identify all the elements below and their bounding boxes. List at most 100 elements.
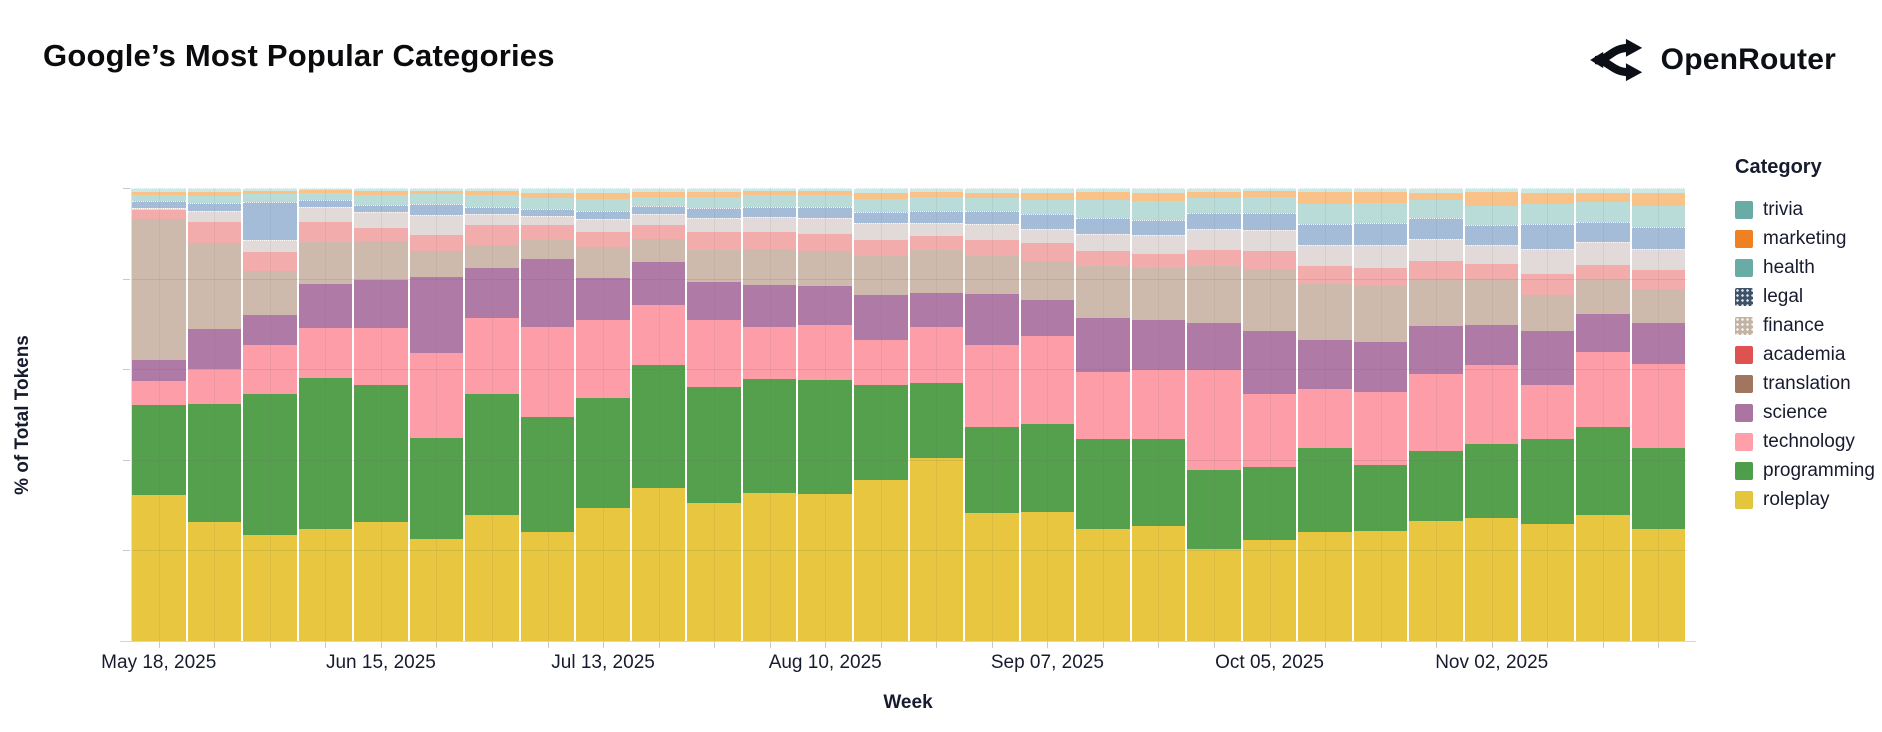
bar-segment-roleplay[interactable] bbox=[798, 494, 852, 641]
bar-segment-academia[interactable] bbox=[965, 239, 1019, 256]
bar-week-nov-09-2025[interactable] bbox=[1520, 188, 1574, 641]
bar-segment-roleplay[interactable] bbox=[965, 512, 1019, 641]
bar-segment-trivia[interactable] bbox=[1520, 188, 1574, 193]
bar-segment-roleplay[interactable] bbox=[1187, 548, 1241, 641]
bar-segment-programming[interactable] bbox=[576, 397, 630, 509]
bar-segment-programming[interactable] bbox=[631, 365, 686, 489]
bar-week-jun-29-2025[interactable] bbox=[465, 188, 519, 641]
bar-segment-marketing[interactable] bbox=[687, 191, 741, 197]
bar-segment-finance[interactable] bbox=[409, 214, 464, 235]
bar-segment-translation[interactable] bbox=[687, 249, 741, 283]
bar-segment-technology[interactable] bbox=[187, 369, 242, 404]
bar-segment-technology[interactable] bbox=[409, 353, 464, 438]
bar-segment-finance[interactable] bbox=[909, 222, 964, 236]
bar-segment-finance[interactable] bbox=[1242, 230, 1297, 252]
bar-segment-technology[interactable] bbox=[798, 324, 852, 381]
legend-item-programming[interactable]: programming bbox=[1735, 456, 1880, 485]
bar-segment-legal[interactable] bbox=[1187, 212, 1241, 230]
bar-segment-marketing[interactable] bbox=[1520, 192, 1574, 204]
bar-segment-translation[interactable] bbox=[854, 255, 908, 295]
bar-segment-legal[interactable] bbox=[1520, 224, 1574, 250]
bar-segment-legal[interactable] bbox=[1631, 226, 1686, 250]
bar-segment-finance[interactable] bbox=[1520, 249, 1574, 275]
bar-segment-finance[interactable] bbox=[687, 217, 741, 232]
bar-segment-marketing[interactable] bbox=[243, 191, 297, 195]
bar-segment-translation[interactable] bbox=[243, 271, 297, 315]
bar-segment-health[interactable] bbox=[1631, 206, 1686, 227]
bar-segment-marketing[interactable] bbox=[1187, 191, 1241, 198]
bar-segment-health[interactable] bbox=[187, 195, 242, 204]
bar-segment-health[interactable] bbox=[1242, 196, 1297, 213]
bar-segment-health[interactable] bbox=[243, 194, 297, 202]
bar-segment-trivia[interactable] bbox=[1076, 188, 1130, 193]
bar-segment-trivia[interactable] bbox=[1187, 188, 1241, 192]
bar-week-may-25-2025[interactable] bbox=[187, 188, 242, 641]
bar-segment-marketing[interactable] bbox=[631, 191, 686, 197]
bar-segment-roleplay[interactable] bbox=[132, 495, 186, 641]
bar-segment-science[interactable] bbox=[1242, 330, 1297, 394]
bar-segment-roleplay[interactable] bbox=[1242, 539, 1297, 641]
bar-segment-academia[interactable] bbox=[1187, 249, 1241, 266]
bar-segment-legal[interactable] bbox=[1020, 214, 1075, 230]
bar-segment-programming[interactable] bbox=[1576, 426, 1630, 516]
bar-segment-health[interactable] bbox=[798, 195, 852, 208]
bar-segment-health[interactable] bbox=[465, 195, 519, 208]
bar-segment-marketing[interactable] bbox=[1242, 191, 1297, 197]
bar-segment-health[interactable] bbox=[1020, 200, 1075, 215]
bar-segment-legal[interactable] bbox=[742, 206, 797, 217]
bar-segment-trivia[interactable] bbox=[1131, 188, 1186, 193]
bar-week-jun-15-2025[interactable] bbox=[354, 188, 408, 641]
bar-segment-finance[interactable] bbox=[1353, 245, 1408, 268]
bar-segment-technology[interactable] bbox=[1076, 371, 1130, 440]
bar-segment-academia[interactable] bbox=[1631, 270, 1686, 289]
bar-segment-finance[interactable] bbox=[1020, 229, 1075, 244]
bar-segment-academia[interactable] bbox=[1520, 274, 1574, 295]
bar-segment-translation[interactable] bbox=[409, 251, 464, 277]
bar-segment-academia[interactable] bbox=[1242, 251, 1297, 270]
bar-segment-health[interactable] bbox=[965, 198, 1019, 212]
bar-segment-translation[interactable] bbox=[742, 248, 797, 285]
bar-segment-programming[interactable] bbox=[243, 393, 297, 535]
bar-segment-programming[interactable] bbox=[1020, 424, 1075, 512]
bar-segment-science[interactable] bbox=[465, 267, 519, 319]
bar-segment-legal[interactable] bbox=[1076, 217, 1130, 234]
bar-segment-legal[interactable] bbox=[1353, 223, 1408, 246]
bar-segment-academia[interactable] bbox=[520, 225, 575, 240]
bar-segment-programming[interactable] bbox=[909, 382, 964, 459]
bar-segment-health[interactable] bbox=[1353, 203, 1408, 224]
bar-segment-science[interactable] bbox=[243, 314, 297, 346]
bar-segment-marketing[interactable] bbox=[187, 191, 242, 196]
bar-segment-trivia[interactable] bbox=[1464, 188, 1519, 193]
bar-segment-trivia[interactable] bbox=[1298, 188, 1352, 193]
bar-segment-health[interactable] bbox=[854, 199, 908, 212]
bar-segment-marketing[interactable] bbox=[909, 191, 964, 198]
bar-segment-science[interactable] bbox=[1298, 340, 1352, 389]
bar-segment-technology[interactable] bbox=[1520, 384, 1574, 439]
bar-segment-technology[interactable] bbox=[1409, 373, 1463, 451]
bar-segment-finance[interactable] bbox=[798, 217, 852, 234]
bar-segment-programming[interactable] bbox=[1464, 443, 1519, 518]
bar-segment-trivia[interactable] bbox=[520, 188, 575, 193]
bar-segment-programming[interactable] bbox=[1520, 438, 1574, 524]
legend-item-roleplay[interactable]: roleplay bbox=[1735, 485, 1880, 514]
bar-segment-roleplay[interactable] bbox=[631, 488, 686, 641]
bar-segment-academia[interactable] bbox=[854, 239, 908, 256]
bar-segment-finance[interactable] bbox=[465, 213, 519, 225]
bar-segment-science[interactable] bbox=[576, 278, 630, 321]
bar-segment-technology[interactable] bbox=[854, 339, 908, 385]
bar-segment-programming[interactable] bbox=[187, 403, 242, 523]
bar-segment-finance[interactable] bbox=[965, 223, 1019, 240]
bar-segment-technology[interactable] bbox=[1242, 393, 1297, 467]
bar-segment-science[interactable] bbox=[854, 294, 908, 340]
bar-segment-translation[interactable] bbox=[1076, 266, 1130, 319]
bar-week-jul-06-2025[interactable] bbox=[520, 188, 575, 641]
bar-segment-legal[interactable] bbox=[1409, 218, 1463, 240]
legend-item-health[interactable]: health bbox=[1735, 253, 1880, 282]
bar-segment-marketing[interactable] bbox=[132, 191, 186, 196]
bar-segment-science[interactable] bbox=[1576, 313, 1630, 353]
bar-segment-programming[interactable] bbox=[1242, 466, 1297, 540]
bar-segment-trivia[interactable] bbox=[854, 188, 908, 194]
bar-segment-technology[interactable] bbox=[687, 319, 741, 387]
bar-segment-academia[interactable] bbox=[1409, 260, 1463, 279]
bar-segment-programming[interactable] bbox=[1298, 448, 1352, 532]
